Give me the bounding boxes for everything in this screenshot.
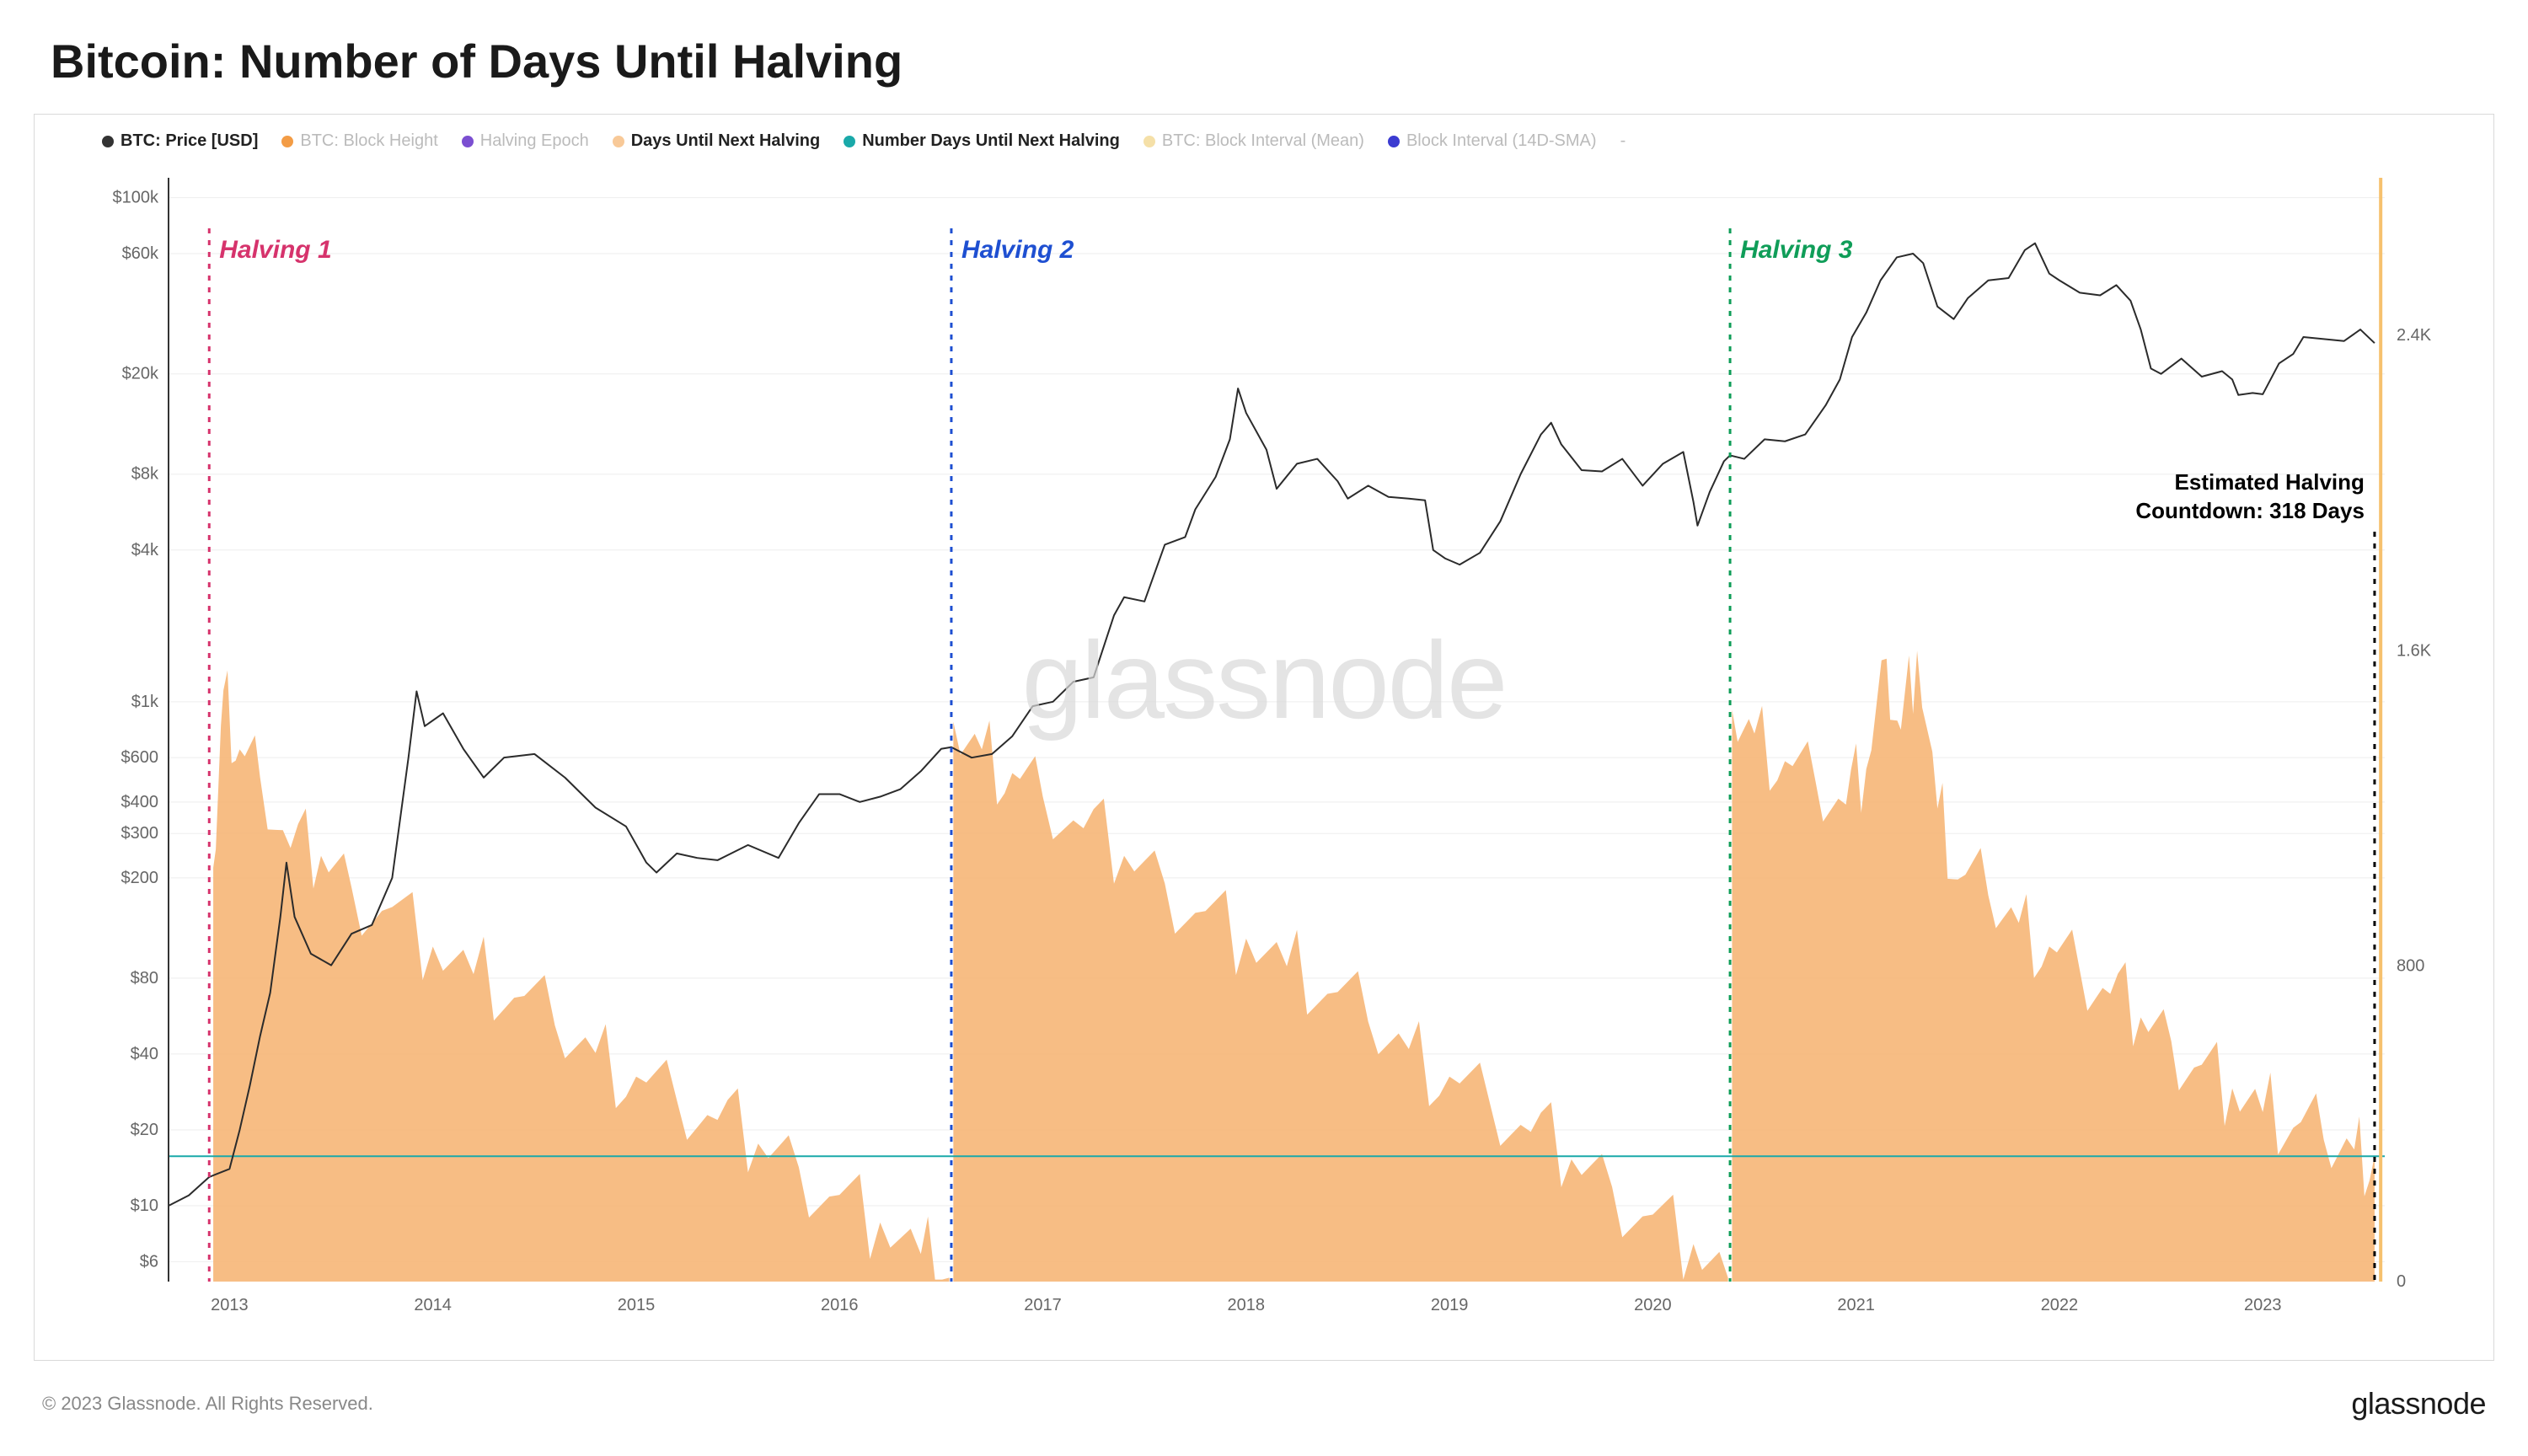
svg-text:2014: 2014 bbox=[414, 1296, 452, 1314]
svg-text:$20k: $20k bbox=[122, 365, 159, 383]
legend-item[interactable]: BTC: Price [USD] bbox=[102, 131, 258, 151]
svg-text:2020: 2020 bbox=[1634, 1296, 1672, 1314]
svg-text:800: 800 bbox=[2397, 957, 2424, 976]
svg-text:$8k: $8k bbox=[131, 465, 159, 484]
svg-text:2022: 2022 bbox=[2041, 1296, 2079, 1314]
legend-label: Block Interval (14D-SMA) bbox=[1406, 131, 1597, 151]
legend: BTC: Price [USD] BTC: Block Height Halving… bbox=[51, 131, 2477, 161]
legend-item[interactable]: - bbox=[1620, 131, 1626, 151]
svg-text:$6: $6 bbox=[140, 1252, 158, 1271]
svg-text:2013: 2013 bbox=[211, 1296, 249, 1314]
copyright: © 2023 Glassnode. All Rights Reserved. bbox=[42, 1393, 373, 1415]
legend-label: BTC: Block Interval (Mean) bbox=[1162, 131, 1364, 151]
legend-dot-icon bbox=[102, 136, 114, 147]
svg-text:$80: $80 bbox=[131, 969, 158, 988]
svg-text:Estimated Halving: Estimated Halving bbox=[2175, 469, 2365, 495]
svg-text:$200: $200 bbox=[121, 869, 159, 887]
legend-dot-icon bbox=[613, 136, 624, 147]
svg-text:2019: 2019 bbox=[1431, 1296, 1469, 1314]
svg-text:$100k: $100k bbox=[113, 189, 159, 207]
svg-text:2.4K: 2.4K bbox=[2397, 326, 2432, 345]
svg-text:2017: 2017 bbox=[1024, 1296, 1062, 1314]
chart-svg: $6 $10 $20 $40 $80 $200 $300 $400 $600 $1k $4k $8k $… bbox=[51, 161, 2477, 1341]
legend-dot-icon bbox=[1143, 136, 1155, 147]
svg-text:$40: $40 bbox=[131, 1045, 158, 1063]
legend-item[interactable]: Halving Epoch bbox=[462, 131, 589, 151]
legend-dot-icon bbox=[281, 136, 293, 147]
svg-text:2016: 2016 bbox=[821, 1296, 859, 1314]
legend-label: BTC: Price [USD] bbox=[121, 131, 258, 151]
svg-text:2015: 2015 bbox=[618, 1296, 656, 1314]
svg-text:$600: $600 bbox=[121, 748, 159, 767]
svg-text:2023: 2023 bbox=[2244, 1296, 2282, 1314]
legend-label: Halving Epoch bbox=[480, 131, 589, 151]
svg-text:Halving 2: Halving 2 bbox=[961, 236, 1074, 264]
svg-text:$20: $20 bbox=[131, 1121, 158, 1139]
legend-label: Number Days Until Next Halving bbox=[862, 131, 1120, 151]
svg-text:2021: 2021 bbox=[1837, 1296, 1875, 1314]
svg-text:$4k: $4k bbox=[131, 541, 159, 559]
chart-frame: BTC: Price [USD] BTC: Block Height Halving… bbox=[34, 114, 2494, 1361]
svg-text:$10: $10 bbox=[131, 1196, 158, 1215]
legend-item[interactable]: Days Until Next Halving bbox=[613, 131, 821, 151]
legend-label: BTC: Block Height bbox=[300, 131, 437, 151]
legend-dot-icon bbox=[462, 136, 474, 147]
legend-label: Days Until Next Halving bbox=[631, 131, 821, 151]
svg-text:$300: $300 bbox=[121, 824, 159, 843]
chart-area: $6 $10 $20 $40 $80 $200 $300 $400 $600 $1k $4k $8k $… bbox=[51, 161, 2477, 1341]
svg-text:Countdown: 318 Days: Countdown: 318 Days bbox=[2135, 498, 2365, 523]
chart-title: Bitcoin: Number of Days Until Halving bbox=[51, 34, 2494, 88]
svg-text:Halving 3: Halving 3 bbox=[1740, 236, 1853, 264]
legend-item[interactable]: BTC: Block Height bbox=[281, 131, 437, 151]
legend-item[interactable]: BTC: Block Interval (Mean) bbox=[1143, 131, 1364, 151]
svg-text:Halving 1: Halving 1 bbox=[219, 236, 331, 264]
footer: © 2023 Glassnode. All Rights Reserved. g… bbox=[34, 1386, 2494, 1421]
brand-logo: glassnode bbox=[2351, 1386, 2486, 1421]
svg-text:$400: $400 bbox=[121, 793, 159, 811]
svg-text:$1k: $1k bbox=[131, 693, 159, 711]
legend-dot-icon bbox=[844, 136, 855, 147]
svg-text:$60k: $60k bbox=[122, 244, 159, 263]
svg-text:0: 0 bbox=[2397, 1272, 2406, 1291]
svg-text:1.6K: 1.6K bbox=[2397, 641, 2432, 660]
svg-text:2018: 2018 bbox=[1228, 1296, 1266, 1314]
legend-dot-icon bbox=[1388, 136, 1400, 147]
legend-label: - bbox=[1620, 131, 1626, 151]
legend-item[interactable]: Block Interval (14D-SMA) bbox=[1388, 131, 1597, 151]
legend-item[interactable]: Number Days Until Next Halving bbox=[844, 131, 1120, 151]
